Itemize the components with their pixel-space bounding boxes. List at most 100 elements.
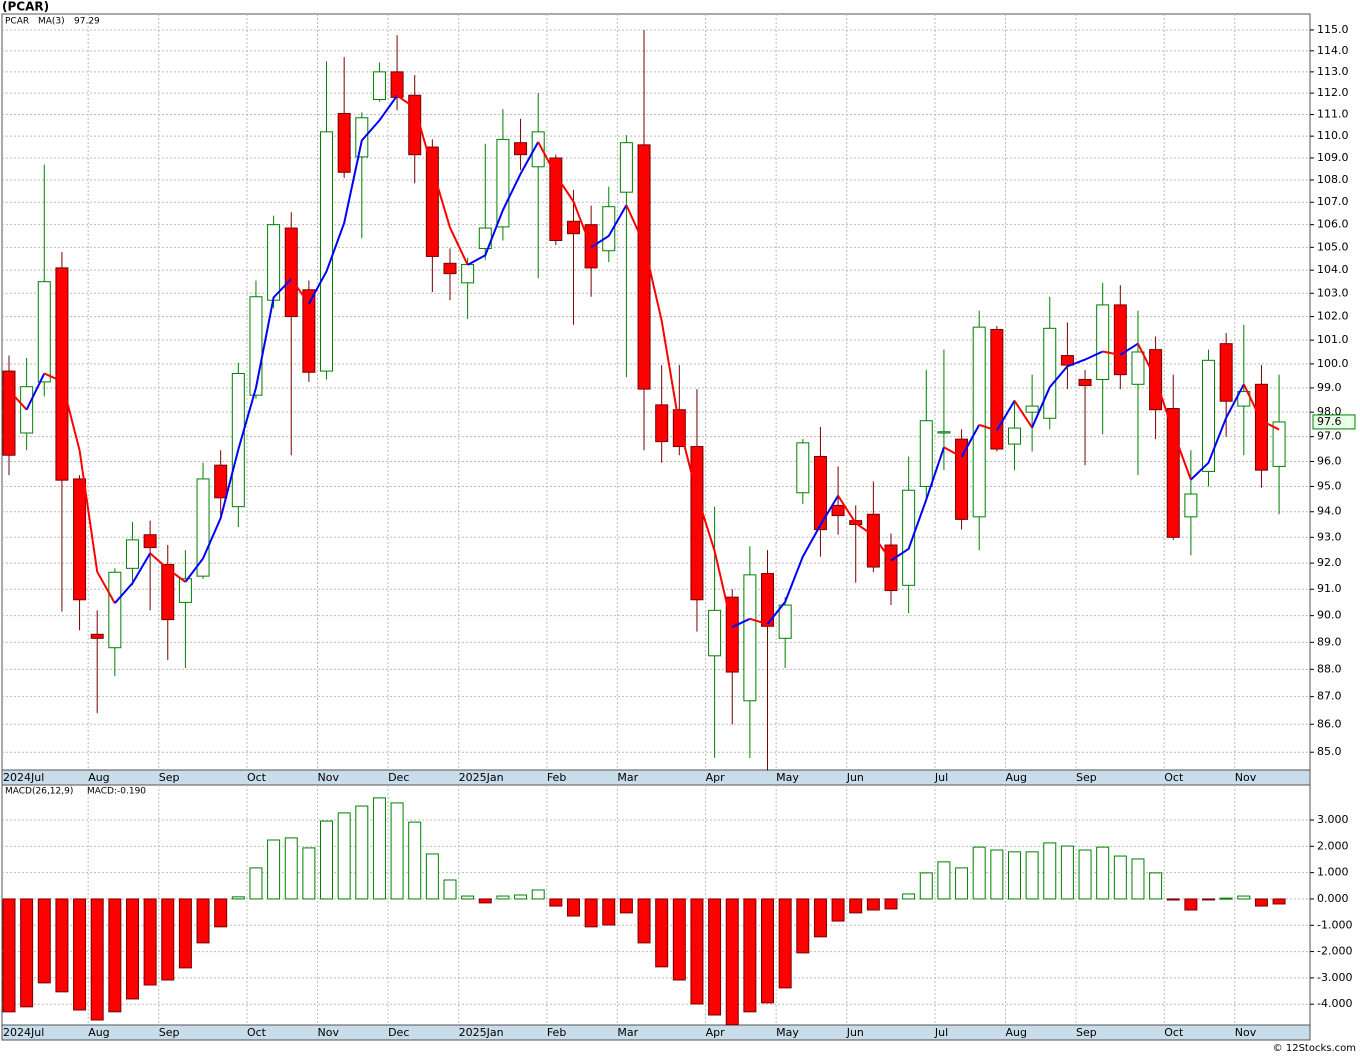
y-tick-label: 95.0: [1317, 479, 1342, 492]
y-tick-label: 101.0: [1317, 333, 1349, 346]
x-tick-label: Nov: [318, 1026, 340, 1039]
y-tick-label: 106.0: [1317, 218, 1349, 231]
ma-line: [114, 552, 151, 604]
x-tick-label: Feb: [547, 1026, 566, 1039]
macd-bar: [849, 898, 863, 914]
macd-bar: [690, 898, 704, 1005]
y-tick-label: 110.0: [1317, 129, 1349, 142]
candle-body: [1043, 327, 1057, 419]
macd-bar: [408, 821, 422, 900]
candle-body: [267, 224, 281, 301]
y-tick-label: 87.0: [1317, 690, 1342, 703]
candle-body: [761, 573, 775, 627]
macd-bar: [1060, 845, 1074, 900]
y-tick-label: 96.0: [1317, 454, 1342, 467]
macd-bar: [761, 898, 775, 1004]
y-tick-label: 88.0: [1317, 662, 1342, 675]
macd-bar: [672, 898, 686, 981]
ma-line: [43, 372, 116, 604]
candle-body: [2, 370, 16, 456]
candle-body: [531, 131, 545, 168]
macd-bar: [143, 898, 157, 986]
macd-bar: [390, 802, 404, 900]
candle-body: [20, 386, 34, 434]
macd-bar: [725, 898, 739, 1026]
candle-body: [214, 464, 228, 499]
x-tick-label: Apr: [706, 1026, 726, 1039]
macd-bar: [478, 898, 492, 904]
x-tick-label: Feb: [547, 771, 566, 784]
date-strip: [1, 1024, 1311, 1041]
y-tick-label: 111.0: [1317, 108, 1349, 121]
y-tick-label: 85.0: [1317, 745, 1342, 758]
ma-line: [749, 617, 768, 626]
y-tick-label: 109.0: [1317, 151, 1349, 164]
macd-bar: [1113, 855, 1127, 900]
y-tick-label: 104.0: [1317, 263, 1349, 276]
macd-bar: [796, 898, 810, 954]
macd-bar: [461, 895, 475, 900]
ma-line: [837, 495, 892, 562]
candle-body: [496, 138, 510, 228]
candle-body: [619, 142, 633, 193]
x-tick-label: Nov: [1235, 771, 1257, 784]
ma-line: [184, 278, 292, 583]
candle-body: [831, 504, 845, 517]
candle-body: [884, 544, 898, 592]
x-tick-label: Nov: [1235, 1026, 1257, 1039]
y-tick-label: 2.000: [1317, 839, 1349, 852]
y-tick-label: 86.0: [1317, 717, 1342, 730]
y-tick-label: -1.000: [1317, 918, 1352, 931]
y-tick-label: -3.000: [1317, 971, 1352, 984]
y-tick-label: 112.0: [1317, 86, 1349, 99]
candle-body: [55, 267, 69, 481]
macd-bar: [919, 872, 933, 900]
candle-body: [937, 431, 951, 434]
macd-bar: [231, 896, 245, 900]
x-tick-label: Aug: [1005, 771, 1026, 784]
ma-line: [1013, 400, 1033, 429]
x-tick-label: Jun: [846, 771, 864, 784]
x-tick-label: Sep: [1076, 1026, 1097, 1039]
ma-line: [396, 94, 469, 266]
ma-line: [890, 446, 945, 562]
macd-bar: [584, 898, 598, 928]
legend-macd-value: MACD:-0.190: [87, 787, 146, 797]
y-tick-label: 107.0: [1317, 195, 1349, 208]
candle-body: [1078, 378, 1092, 386]
macd-bar: [1237, 895, 1251, 900]
candle-body: [602, 206, 616, 252]
candle-body: [549, 157, 563, 241]
macd-bar: [1025, 851, 1039, 900]
y-tick-label: 115.0: [1317, 23, 1349, 36]
macd-bar: [196, 898, 210, 944]
y-tick-label: 103.0: [1317, 286, 1349, 299]
x-tick-label: May: [776, 771, 799, 784]
x-tick-label: Dec: [388, 1026, 409, 1039]
candle-body: [143, 534, 157, 549]
macd-bar: [302, 847, 316, 900]
ma-line: [625, 204, 734, 628]
candle-body: [73, 478, 87, 601]
macd-bar: [1149, 872, 1163, 900]
macd-bar: [178, 898, 192, 969]
candle-body: [337, 112, 351, 173]
ma-line: [25, 373, 46, 411]
candle-body: [249, 296, 263, 396]
date-strip: [1, 769, 1311, 786]
candle-body: [902, 489, 916, 586]
y-tick-label: 100.0: [1317, 357, 1349, 370]
candle-body: [90, 633, 104, 639]
candle-body: [566, 220, 580, 235]
legend-macd: MACD(26,12,9): [5, 787, 73, 797]
y-tick-label: 105.0: [1317, 240, 1349, 253]
macd-bar: [161, 898, 175, 981]
candle-body: [690, 446, 704, 601]
y-tick-label: 94.0: [1317, 505, 1342, 518]
x-tick-label: Dec: [388, 771, 409, 784]
macd-bar: [813, 898, 827, 938]
candle-body: [1007, 427, 1021, 445]
x-tick-label: Aug: [88, 771, 109, 784]
candle-body: [1096, 304, 1110, 380]
